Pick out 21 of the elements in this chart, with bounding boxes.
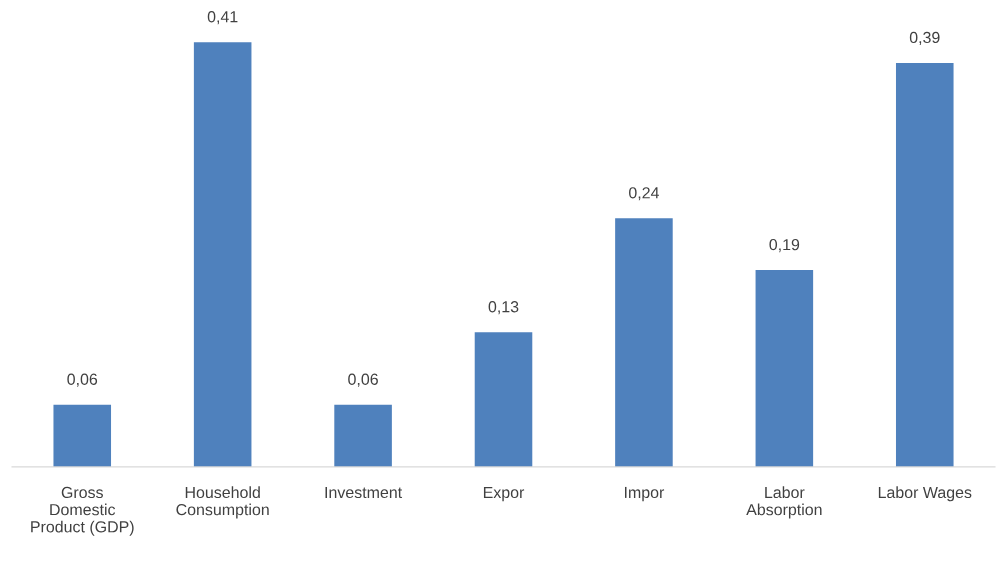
bar [474,332,533,467]
x-tick-label: Labor Wages [878,486,972,502]
x-tick-label: Gross Domestic Product (GDP) [31,486,134,536]
bar [615,218,673,467]
bar [53,404,112,467]
data-label: 0,06 [67,373,98,387]
bar [193,42,252,467]
data-label: 0,06 [348,373,378,387]
data-label: 0,24 [629,187,659,201]
x-tick-label: Household Consumption [176,486,269,519]
x-tick-label: Investment [325,486,403,499]
data-label: 0,13 [488,301,519,315]
bar [755,270,814,467]
data-label: 0,39 [909,31,940,45]
data-label: 0,19 [769,238,800,253]
data-label: 0,41 [207,11,238,25]
bar [895,62,954,467]
bar [334,404,392,467]
x-tick-label: Expor [483,486,525,502]
x-tick-label: Labor Absorption [746,486,822,519]
x-tick-label: Impor [624,486,665,502]
